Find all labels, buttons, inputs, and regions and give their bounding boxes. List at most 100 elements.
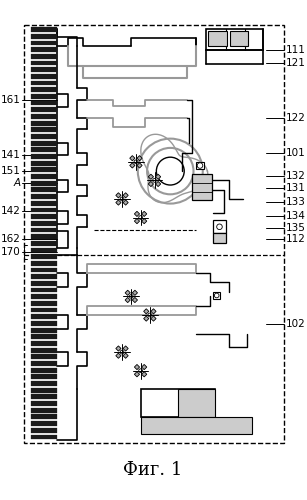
Polygon shape: [31, 428, 57, 432]
Polygon shape: [31, 74, 57, 79]
Polygon shape: [31, 201, 57, 205]
Text: 141: 141: [1, 150, 21, 160]
Polygon shape: [31, 108, 57, 112]
Polygon shape: [137, 163, 142, 168]
Polygon shape: [142, 218, 147, 224]
Polygon shape: [116, 353, 121, 358]
Polygon shape: [31, 301, 57, 306]
Circle shape: [217, 224, 222, 230]
Bar: [213, 234, 226, 242]
Polygon shape: [31, 388, 57, 392]
Polygon shape: [31, 261, 57, 266]
Bar: [208, 31, 227, 46]
Polygon shape: [31, 228, 57, 232]
Polygon shape: [31, 188, 57, 192]
Polygon shape: [31, 374, 57, 379]
Bar: [213, 220, 226, 234]
Polygon shape: [31, 394, 57, 400]
Circle shape: [153, 178, 156, 182]
Polygon shape: [31, 354, 57, 359]
Polygon shape: [31, 100, 57, 105]
Polygon shape: [31, 268, 57, 272]
Bar: [141, 417, 252, 434]
Polygon shape: [132, 298, 138, 302]
Polygon shape: [31, 368, 57, 372]
Text: 102: 102: [286, 320, 306, 330]
Polygon shape: [134, 218, 140, 224]
Polygon shape: [142, 212, 147, 216]
Polygon shape: [31, 414, 57, 420]
Polygon shape: [31, 54, 57, 58]
Text: 151: 151: [1, 166, 21, 176]
Polygon shape: [31, 120, 57, 126]
Polygon shape: [125, 298, 130, 302]
Polygon shape: [125, 290, 130, 296]
Polygon shape: [31, 361, 57, 366]
Polygon shape: [31, 254, 57, 259]
Circle shape: [139, 369, 142, 372]
Circle shape: [134, 160, 138, 164]
Polygon shape: [148, 182, 154, 186]
Text: 101: 101: [286, 148, 306, 158]
Circle shape: [214, 293, 219, 298]
Polygon shape: [31, 128, 57, 132]
Bar: [178, 389, 215, 417]
Polygon shape: [31, 348, 57, 352]
Polygon shape: [31, 381, 57, 386]
Bar: [196, 162, 204, 169]
Polygon shape: [31, 408, 57, 412]
Polygon shape: [31, 48, 57, 52]
Polygon shape: [31, 60, 57, 66]
Polygon shape: [142, 364, 147, 370]
Polygon shape: [148, 174, 154, 180]
Polygon shape: [142, 372, 147, 377]
Circle shape: [148, 313, 152, 317]
Text: 131: 131: [286, 183, 306, 193]
Polygon shape: [31, 154, 57, 159]
Polygon shape: [31, 314, 57, 319]
Polygon shape: [123, 353, 128, 358]
Text: 132: 132: [286, 170, 306, 180]
Text: 142: 142: [1, 206, 21, 216]
Polygon shape: [31, 214, 57, 219]
Polygon shape: [137, 156, 142, 161]
Polygon shape: [31, 94, 57, 99]
Bar: [213, 292, 220, 299]
Polygon shape: [31, 68, 57, 72]
Polygon shape: [31, 34, 57, 38]
Polygon shape: [31, 221, 57, 226]
Polygon shape: [31, 168, 57, 172]
Bar: [230, 31, 248, 46]
Text: 170: 170: [1, 247, 21, 257]
Polygon shape: [151, 316, 156, 321]
Text: 135: 135: [286, 222, 306, 232]
Polygon shape: [31, 308, 57, 312]
Polygon shape: [31, 274, 57, 279]
Text: 121: 121: [286, 58, 306, 68]
Polygon shape: [144, 309, 149, 314]
Polygon shape: [116, 192, 121, 198]
Polygon shape: [31, 27, 57, 32]
Polygon shape: [156, 174, 161, 180]
Text: 122: 122: [286, 113, 306, 123]
Polygon shape: [123, 200, 128, 205]
Text: 134: 134: [286, 210, 306, 220]
Bar: [192, 174, 212, 200]
Polygon shape: [31, 248, 57, 252]
Polygon shape: [31, 334, 57, 339]
Polygon shape: [116, 200, 121, 205]
Text: 111: 111: [286, 46, 306, 56]
Polygon shape: [31, 114, 57, 119]
Polygon shape: [31, 208, 57, 212]
Text: 161: 161: [1, 94, 21, 104]
Polygon shape: [31, 181, 57, 186]
Polygon shape: [31, 421, 57, 426]
Polygon shape: [134, 364, 140, 370]
Bar: [206, 29, 263, 50]
Polygon shape: [31, 134, 57, 139]
Polygon shape: [31, 281, 57, 286]
Polygon shape: [130, 163, 135, 168]
Polygon shape: [123, 346, 128, 351]
Polygon shape: [134, 372, 140, 377]
Text: Фиг. 1: Фиг. 1: [123, 461, 183, 479]
